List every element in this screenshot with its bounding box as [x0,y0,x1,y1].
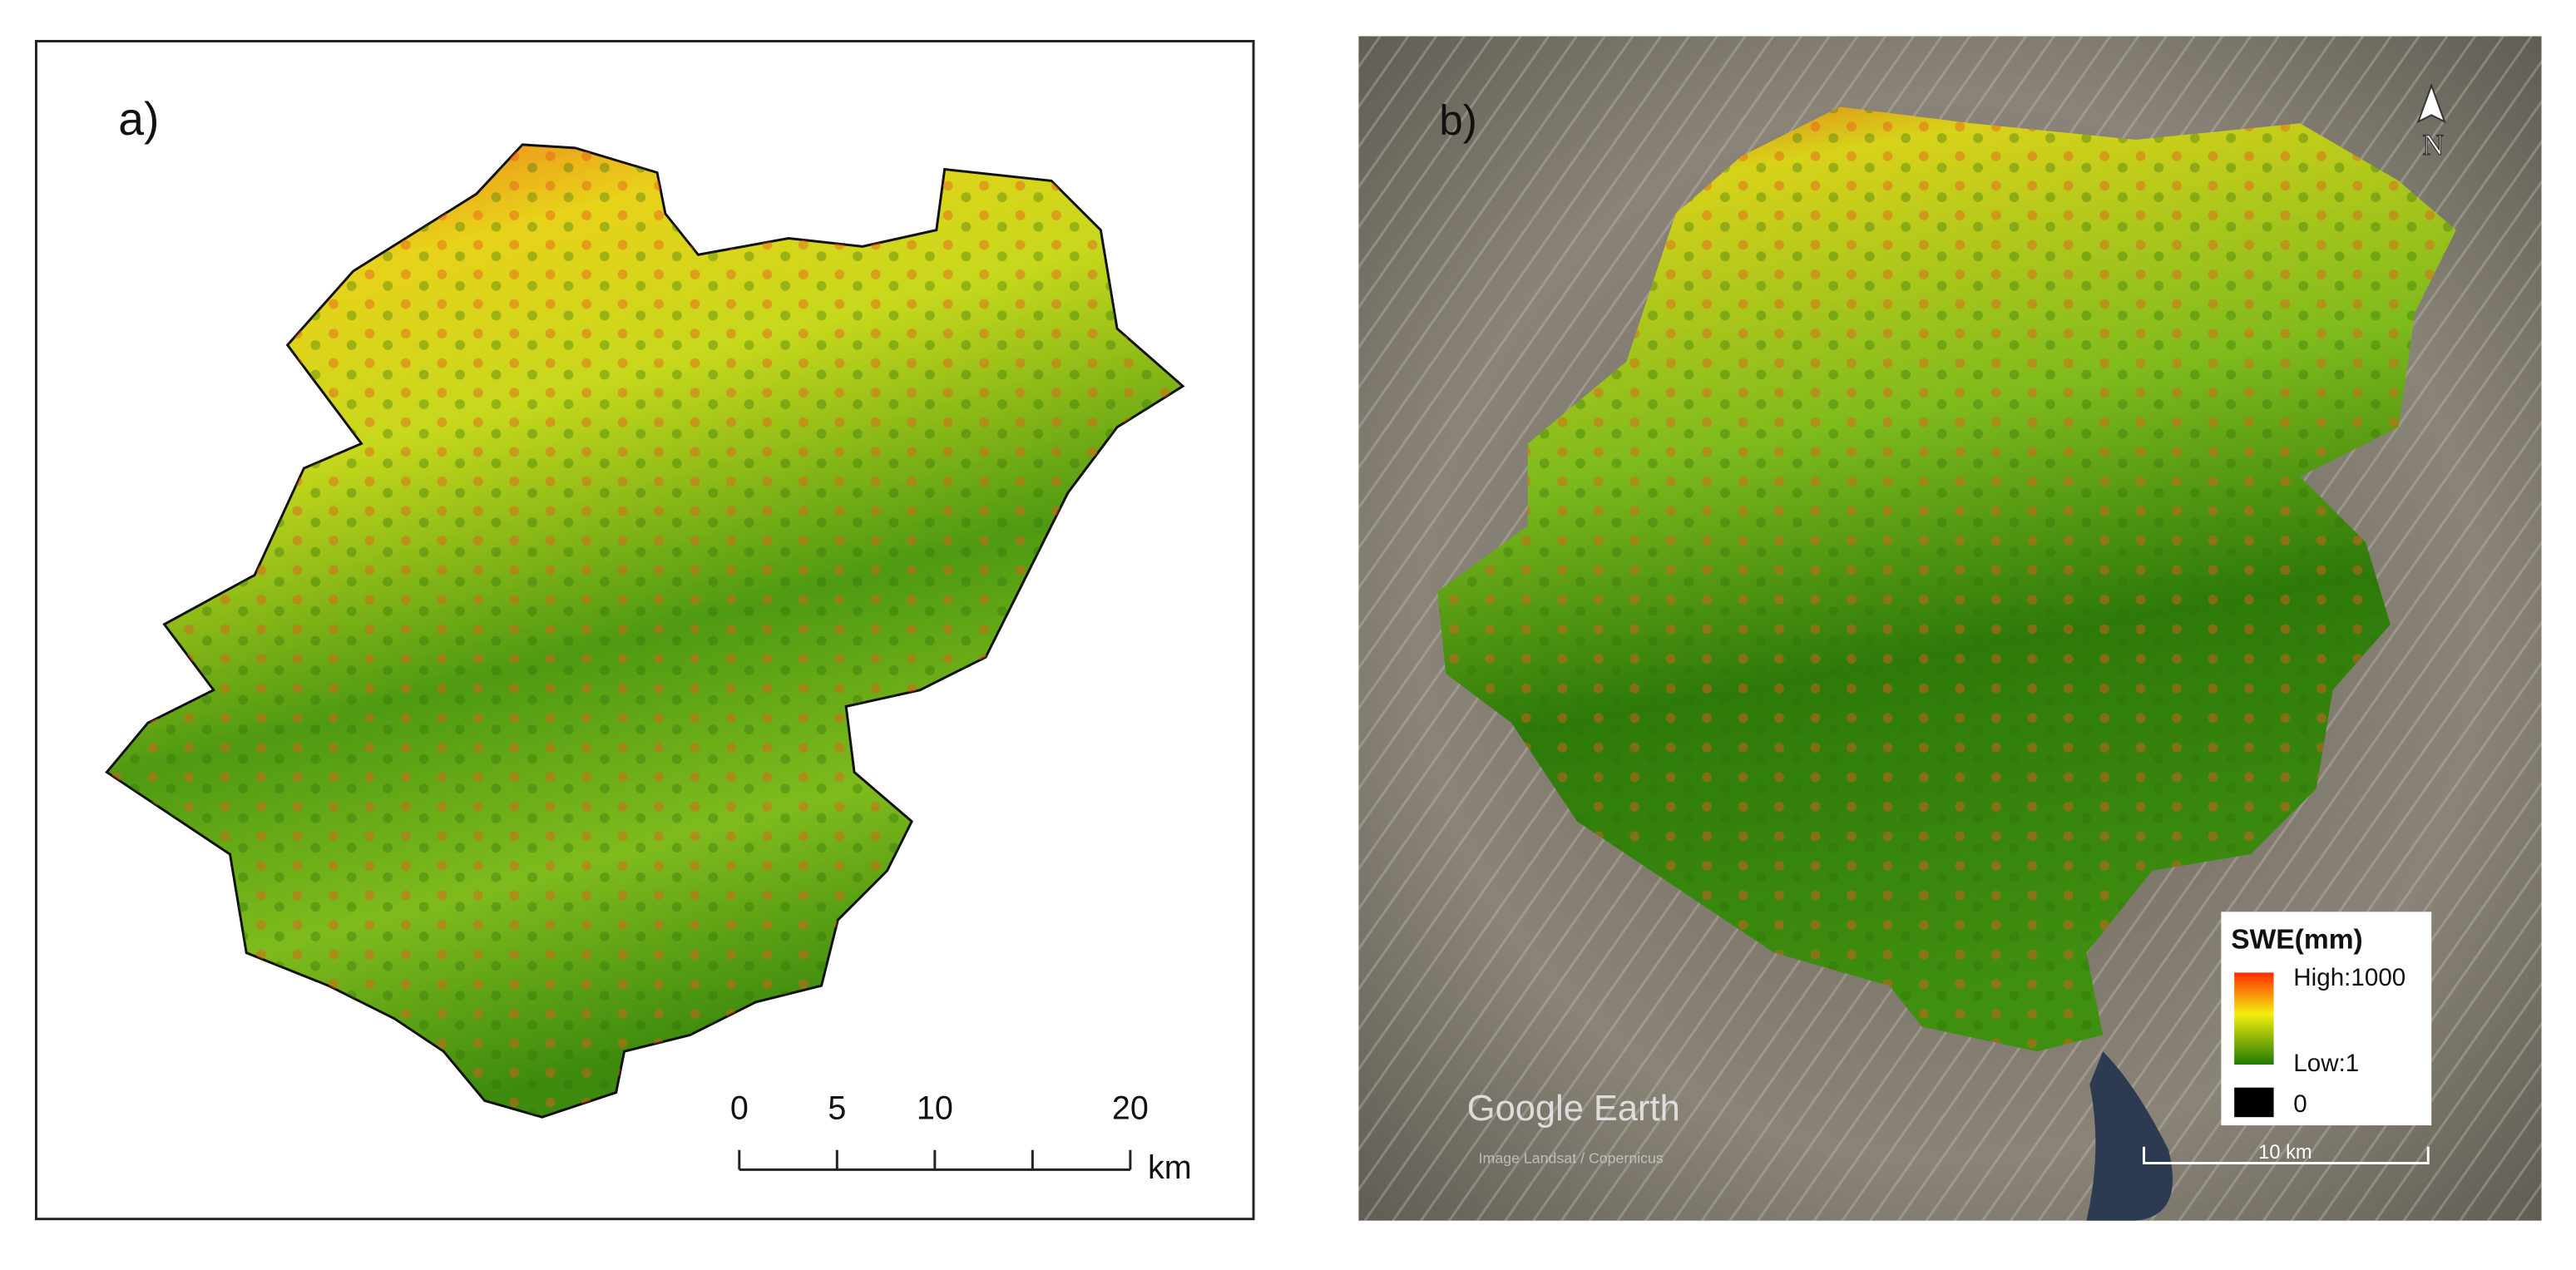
swe-texture [1437,106,2456,1052]
scale-tick-label: 0 [730,1090,749,1127]
scale-bar: 10 km [2143,1142,2430,1164]
legend: SWE(mm) High:1000 Low:1 0 [2221,912,2432,1126]
scale-tick-label: 5 [828,1090,846,1127]
scale-bar: km 0 5 10 20 [730,1090,1192,1186]
legend-low: Low:1 [2293,1050,2359,1077]
north-label: N [2422,128,2444,161]
north-arrow: N [2416,82,2446,162]
scale-unit: km [1148,1149,1192,1186]
legend-title: SWE(mm) [2231,925,2363,956]
scale-tick-label: 20 [1112,1090,1149,1127]
legend-ramp [2234,972,2274,1065]
swe-texture [106,144,1184,1118]
watershed-3d [1437,106,2456,1052]
panel-label: b) [1439,96,1477,144]
scale-label: 10 km [2258,1142,2312,1164]
legend-zero-swatch [2234,1087,2274,1118]
panel-label: a) [118,93,159,145]
image-credit: Image Landsat / Copernicus [1479,1150,1664,1167]
watermark: Google Earth [1467,1089,1680,1129]
watershed-map [105,143,1185,1119]
legend-high: High:1000 [2293,964,2405,991]
scale-line [2143,1146,2430,1164]
scale-tick-label: 10 [917,1090,953,1127]
legend-zero: 0 [2293,1090,2307,1118]
lake [2086,1051,2173,1221]
